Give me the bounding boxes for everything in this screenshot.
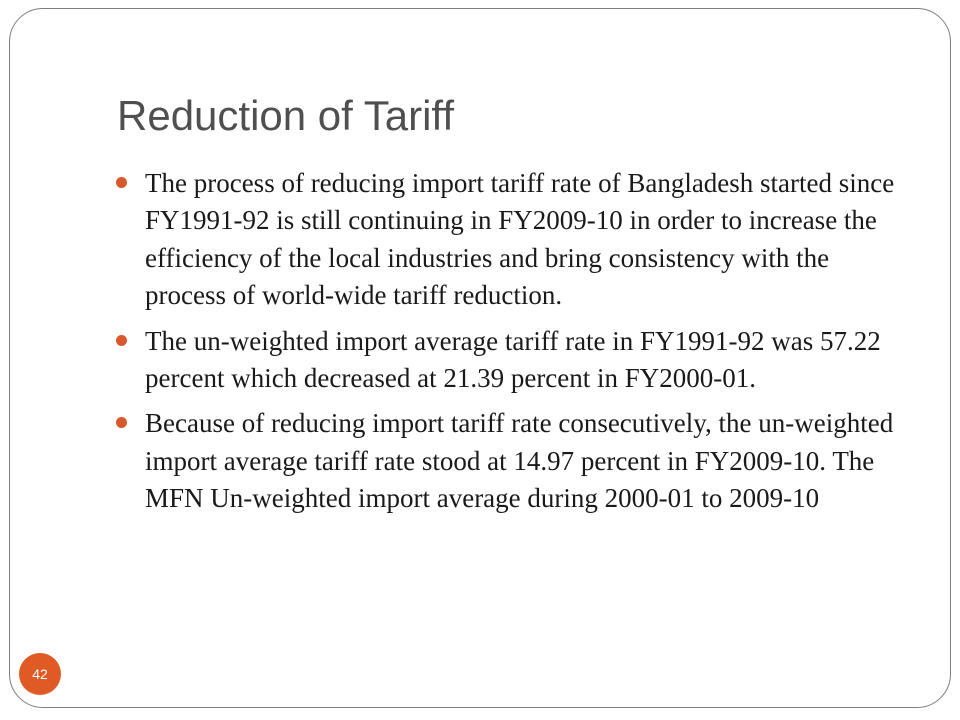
bullet-text: The process of reducing import tariff ra… [145, 168, 895, 311]
page-number-badge: 42 [19, 653, 61, 695]
bullet-text: Because of reducing import tariff rate c… [145, 408, 894, 514]
page-number: 42 [32, 666, 48, 682]
bullet-list: The process of reducing import tariff ra… [115, 165, 915, 526]
bullet-dot-icon [116, 177, 127, 188]
bullet-text: The un-weighted import average tariff ra… [145, 325, 881, 394]
bullet-item: The process of reducing import tariff ra… [115, 165, 915, 315]
bullet-item: Because of reducing import tariff rate c… [115, 405, 915, 517]
bullet-item: The un-weighted import average tariff ra… [115, 323, 915, 398]
bullet-dot-icon [116, 334, 127, 346]
bullet-dot-icon [116, 417, 127, 429]
slide-title: Reduction of Tariff [117, 92, 454, 139]
slide-frame: Reduction of Tariff The process of reduc… [9, 8, 951, 708]
